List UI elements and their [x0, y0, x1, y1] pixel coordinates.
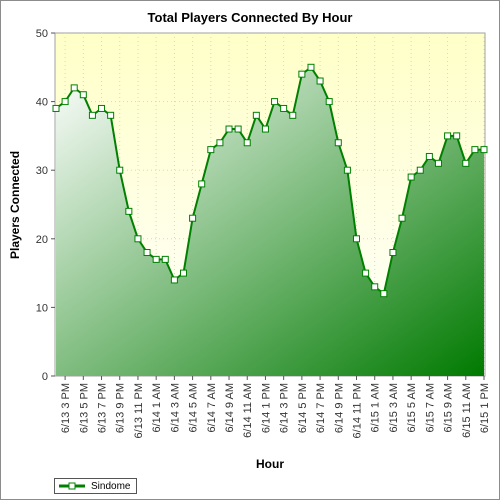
data-point — [134, 235, 142, 243]
data-point — [398, 214, 406, 222]
legend-swatch-sindome — [59, 481, 85, 491]
data-point — [143, 249, 151, 257]
data-point — [234, 125, 242, 133]
x-tick-label: 6/15 1 PM — [479, 383, 491, 433]
data-point — [179, 269, 187, 277]
data-point — [107, 111, 115, 119]
x-tick-label: 6/14 7 PM — [315, 383, 327, 433]
x-tick-label: 6/14 5 AM — [188, 383, 200, 433]
x-tick-label: 6/15 9 AM — [443, 383, 455, 433]
series-area-sindome — [56, 67, 484, 377]
data-point — [70, 84, 78, 92]
data-point — [462, 159, 470, 167]
data-point — [198, 180, 206, 188]
x-tick-label: 6/14 5 PM — [297, 383, 309, 433]
data-point — [371, 283, 379, 291]
data-point — [425, 152, 433, 160]
data-point — [471, 146, 479, 154]
data-point — [416, 166, 424, 174]
data-point — [189, 214, 197, 222]
data-point — [61, 98, 69, 106]
data-point — [453, 132, 461, 140]
data-point — [334, 139, 342, 147]
data-point — [161, 255, 169, 263]
data-point — [243, 139, 251, 147]
data-point — [289, 111, 297, 119]
data-point — [225, 125, 233, 133]
x-tick-label: 6/14 7 AM — [206, 383, 218, 433]
data-point — [170, 276, 178, 284]
x-tick-label: 6/13 9 PM — [115, 383, 127, 433]
y-tick-label: 10 — [36, 302, 48, 314]
data-point — [261, 125, 269, 133]
y-tick-label: 50 — [36, 28, 48, 40]
series-markers — [52, 63, 488, 298]
data-point — [380, 290, 388, 298]
data-point — [52, 104, 60, 112]
data-point — [480, 146, 488, 154]
data-point — [79, 91, 87, 99]
data-point — [116, 166, 124, 174]
x-tick-label: 6/14 1 PM — [260, 383, 272, 433]
x-tick-label: 6/14 1 AM — [151, 383, 163, 433]
x-tick-label: 6/14 9 AM — [224, 383, 236, 433]
data-point — [152, 255, 160, 263]
data-point — [280, 104, 288, 112]
x-tick-label: 6/15 1 AM — [370, 383, 382, 433]
x-tick-label: 6/15 3 AM — [388, 383, 400, 433]
data-point — [252, 111, 260, 119]
y-axis-title: Players Connected — [8, 151, 22, 259]
y-tick-label: 40 — [36, 97, 48, 109]
x-axis-title: Hour — [256, 457, 284, 471]
data-point — [271, 98, 279, 106]
data-point — [216, 139, 224, 147]
data-point — [434, 159, 442, 167]
data-point — [353, 235, 361, 243]
x-tick-label: 6/15 11 AM — [461, 383, 473, 438]
x-tick-label: 6/14 9 PM — [333, 383, 345, 433]
data-point — [407, 173, 415, 181]
y-tick-label: 0 — [42, 371, 48, 383]
x-tick-label: 6/15 7 AM — [424, 383, 436, 433]
data-point — [98, 104, 106, 112]
data-point — [88, 111, 96, 119]
x-tick-label: 6/14 11 PM — [352, 383, 364, 438]
data-point — [444, 132, 452, 140]
y-tick-label: 20 — [36, 234, 48, 246]
x-tick-label: 6/13 11 PM — [133, 383, 145, 438]
x-tick-label: 6/13 7 PM — [97, 383, 109, 433]
data-point — [125, 207, 133, 215]
legend: Sindome — [54, 478, 138, 494]
data-point — [389, 249, 397, 257]
x-tick-label: 6/14 3 PM — [279, 383, 291, 433]
data-point — [343, 166, 351, 174]
x-tick-label: 6/13 5 PM — [78, 383, 90, 433]
y-tick-label: 30 — [36, 165, 48, 177]
chart-title: Total Players Connected By Hour — [148, 10, 353, 25]
y-axis: 0 10 20 30 40 50 — [36, 28, 55, 383]
data-point — [207, 146, 215, 154]
data-point — [325, 98, 333, 106]
legend-label-sindome: Sindome — [91, 480, 131, 492]
x-axis: 6/13 3 PM 6/13 5 PM 6/13 7 PM 6/13 9 PM 6/13… — [60, 376, 491, 438]
x-tick-label: 6/14 11 AM — [242, 383, 254, 438]
data-point — [298, 70, 306, 78]
data-point — [362, 269, 370, 277]
x-tick-label: 6/13 3 PM — [60, 383, 72, 433]
x-tick-label: 6/15 5 AM — [406, 383, 418, 433]
x-tick-label: 6/14 3 AM — [169, 383, 181, 433]
data-point — [307, 63, 315, 71]
data-point — [316, 77, 324, 85]
